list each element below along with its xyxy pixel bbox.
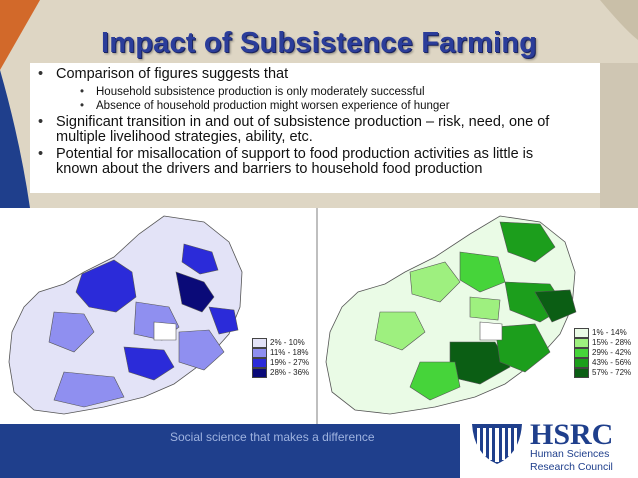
bullet-1-sub-1: Household subsistence production is only…: [96, 86, 425, 98]
bullet-1-text: Comparison of figures suggests that: [56, 66, 289, 82]
bullet-dot: •: [38, 146, 44, 162]
legend-label: 2% - 10%: [270, 338, 305, 347]
logo-wordmark: HSRC: [530, 418, 614, 451]
sub-bullet-dot: •: [80, 100, 85, 112]
legend-swatch: [574, 358, 589, 368]
legend-swatch: [252, 358, 267, 368]
right-choropleth-map: [325, 215, 577, 415]
bullet-text-box: [30, 63, 600, 193]
left-choropleth-map: [8, 215, 243, 415]
legend-label: 43% - 56%: [592, 358, 632, 367]
legend-label: 28% - 36%: [270, 368, 310, 377]
footer-tagline: Social science that makes a difference: [170, 430, 375, 444]
sub-bullet-dot: •: [80, 86, 85, 98]
legend-swatch: [574, 368, 589, 378]
legend-label: 29% - 42%: [592, 348, 632, 357]
legend-label: 15% - 28%: [592, 338, 632, 347]
legend-label: 57% - 72%: [592, 368, 632, 377]
legend-label: 1% - 14%: [592, 328, 627, 337]
background-orange-corner: [0, 0, 40, 70]
legend-swatch: [252, 338, 267, 348]
legend-label: 19% - 27%: [270, 358, 310, 367]
bullet-3-line-2: known about the drivers and barriers to …: [56, 161, 483, 177]
legend-swatch: [252, 368, 267, 378]
bullet-2-line-1: Significant transition in and out of sub…: [56, 114, 550, 130]
map-divider: [316, 208, 318, 424]
legend-swatch: [574, 338, 589, 348]
background-blue-swoosh: [0, 0, 638, 208]
legend-swatch: [252, 348, 267, 358]
bullet-3-line-1: Potential for misallocation of support t…: [56, 146, 534, 162]
legend-swatch: [574, 328, 589, 338]
hsrc-emblem-icon: [472, 424, 522, 464]
logo-subtitle-1: Human Sciences: [530, 448, 610, 460]
legend-swatch: [574, 348, 589, 358]
bullet-dot: •: [38, 114, 44, 130]
legend-label: 11% - 18%: [270, 348, 309, 357]
page-title: Impact of Subsistence Farming: [100, 27, 538, 59]
logo-subtitle-2: Research Council: [530, 461, 613, 473]
bullet-1-sub-2: Absence of household production might wo…: [96, 100, 450, 112]
bullet-dot: •: [38, 66, 44, 82]
bullet-2-line-2: multiple livelihood strategies, ability,…: [56, 129, 313, 145]
